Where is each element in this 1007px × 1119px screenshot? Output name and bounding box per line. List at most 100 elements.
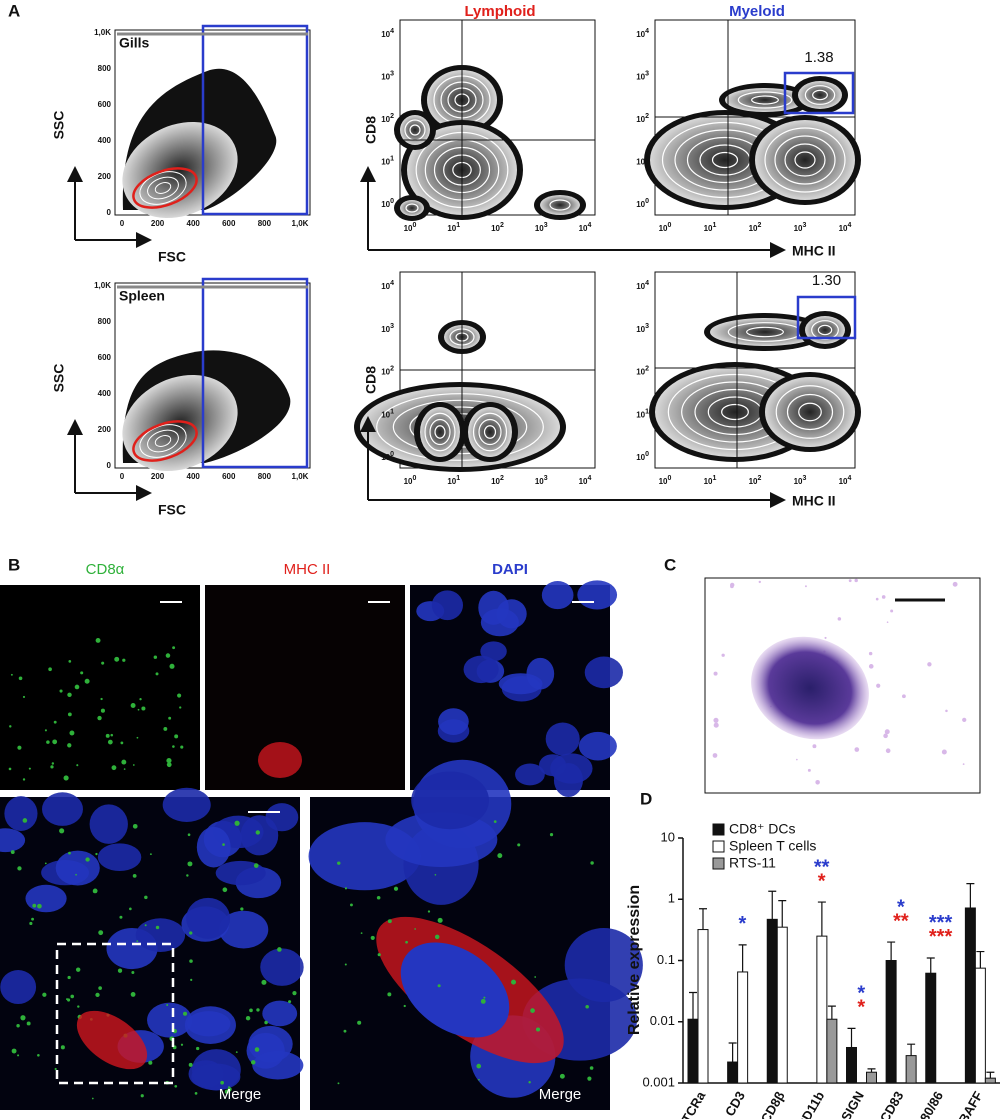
log-tick-label: 104 [636,28,649,39]
signal [168,716,172,720]
contour [434,425,446,439]
signal [68,851,71,855]
contour [139,171,187,205]
error-bar [976,950,985,969]
signal [121,759,127,765]
tick-exponent: 0 [413,222,417,229]
legend-label: RTS-11 [729,855,776,871]
nucleus [89,804,128,844]
tick-exponent: 0 [413,475,417,482]
y-tick-label: 10 [661,829,675,844]
log-tick-label: 103 [794,222,807,233]
nucleus [0,970,37,1005]
contour [817,324,833,336]
tick-base: 10 [794,477,803,486]
signal [179,706,182,709]
signal [854,747,860,752]
signal [153,655,158,659]
signal [534,976,537,978]
x-tick-label: CD83 [877,1089,907,1119]
tick-base: 10 [447,477,456,486]
x-tick-label: 1,0K [292,219,309,228]
signal [26,1021,31,1026]
contour [751,95,779,105]
y-tick-label: 200 [98,172,112,181]
tick-base: 10 [636,325,645,334]
signal [713,671,718,676]
signal [927,662,932,667]
signal [8,767,12,771]
signal [255,830,260,835]
signal [54,1067,57,1071]
tick-base: 10 [381,30,390,39]
axis-label: MHC II [792,493,836,509]
signal [107,739,113,745]
tick-exponent: 1 [390,156,394,163]
signal [95,637,101,643]
nucleus [400,942,510,1038]
nucleus [162,787,211,822]
image [0,585,200,790]
legend-label: Spleen T cells [729,838,816,854]
signal [183,1011,188,1016]
tick-exponent: 3 [544,475,548,482]
bar [826,1018,838,1084]
y-tick-label: 0.001 [642,1074,675,1089]
signal [123,768,126,770]
signal [92,889,97,894]
signal [713,717,719,723]
signal [52,739,58,745]
contour [812,89,828,101]
signal [97,715,102,721]
tick-exponent: 4 [645,28,649,35]
tick-exponent: 2 [758,475,762,482]
tick-base: 10 [579,477,588,486]
x-tick-label: 200 [151,472,165,481]
signal [796,758,798,761]
contour [774,135,836,185]
log-tick-label: 100 [381,198,394,209]
legend-swatch [712,857,725,870]
signal [517,843,521,847]
signal [48,667,52,672]
tick-exponent: 4 [588,222,592,229]
nucleus [545,722,580,756]
log-tick-label: 100 [636,198,649,209]
signal [67,692,72,698]
tick-exponent: 4 [588,475,592,482]
tick-base: 10 [381,73,390,82]
contour [784,143,826,177]
signal [148,1060,153,1065]
log-tick-label: 103 [794,475,807,486]
signal [141,706,146,711]
bar [885,960,897,1084]
axis-label: CD8 [363,116,379,144]
nucleus [252,1051,304,1080]
bar [697,929,709,1084]
signal [186,874,189,877]
tick-base: 10 [636,200,645,209]
tick-exponent: 3 [645,71,649,78]
signal [256,1008,260,1012]
contour [549,199,571,211]
significance: *** [929,912,953,934]
contour [804,85,836,105]
contour [429,418,451,446]
y-tick-label: 800 [98,317,112,326]
tick-exponent: 1 [390,409,394,416]
signal [100,697,103,701]
signal [227,1087,232,1092]
signal [188,1062,193,1067]
signal [254,1047,260,1052]
log-tick-label: 104 [579,222,592,233]
log-tick-label: 101 [636,156,649,167]
signal [110,733,114,737]
signal [111,765,117,771]
tick-base: 10 [535,224,544,233]
tick-base: 10 [636,282,645,291]
x-tick-label: 600 [222,219,236,228]
signal [414,928,416,930]
signal [20,1015,26,1021]
signal [901,694,906,699]
nucleus [135,918,186,952]
